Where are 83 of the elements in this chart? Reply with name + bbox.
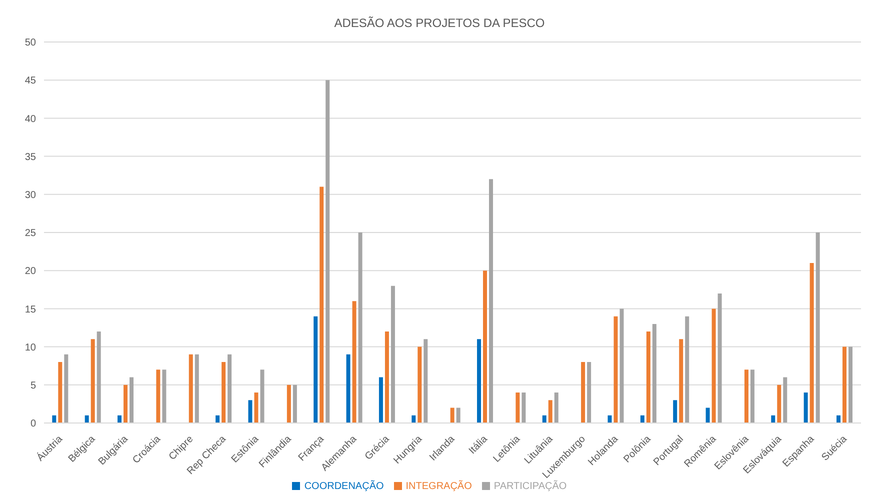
bar [124, 384, 128, 423]
bar [646, 332, 650, 423]
bar [587, 362, 592, 423]
bar [836, 415, 840, 423]
bar [156, 370, 160, 423]
bar [620, 308, 624, 423]
bar [292, 384, 297, 423]
bar [652, 324, 656, 423]
bar [384, 332, 389, 423]
bar [816, 232, 820, 423]
legend-label: PARTICIPAÇÃO [494, 481, 567, 492]
y-tick-label: 50 [24, 38, 36, 49]
y-tick-label: 40 [24, 114, 36, 125]
bar [222, 362, 226, 423]
y-tick-label: 5 [30, 380, 36, 392]
bar [228, 354, 232, 423]
bar [96, 332, 101, 423]
bar [216, 415, 220, 423]
bar [489, 179, 494, 423]
bar [188, 354, 193, 423]
bar [712, 308, 716, 423]
bar [84, 415, 89, 423]
bar [483, 270, 488, 423]
bar [378, 377, 383, 423]
y-tick-label: 30 [24, 190, 36, 201]
bar [352, 301, 356, 423]
bar [706, 408, 710, 423]
bar [581, 362, 586, 423]
bar [450, 408, 454, 423]
bar [346, 354, 350, 423]
bar [685, 316, 690, 423]
bar [673, 400, 678, 423]
bar [358, 232, 362, 423]
bar [744, 370, 748, 423]
bar [477, 339, 482, 423]
bar [390, 286, 395, 423]
chart-title: ADESÃO AOS PROJETOS DA PESCO [333, 15, 546, 32]
legend-label: COORDENAÇÃO [304, 481, 384, 492]
bar [286, 384, 291, 423]
bar [118, 415, 122, 423]
bar [326, 80, 330, 423]
bar [750, 370, 754, 423]
y-tick-label: 0 [30, 418, 36, 430]
bar [679, 339, 684, 423]
bar [842, 346, 846, 423]
bar [254, 392, 258, 423]
bar [64, 354, 68, 423]
bar [90, 339, 95, 423]
bar [418, 346, 422, 423]
bar [314, 316, 318, 423]
bar [516, 392, 520, 423]
bar [614, 316, 618, 423]
bar [260, 370, 264, 423]
bar [554, 392, 558, 423]
bar [194, 354, 199, 423]
bar [130, 377, 134, 423]
y-tick-label: 10 [24, 342, 36, 354]
bar [810, 262, 814, 423]
bar [52, 415, 56, 423]
y-tick-label: 25 [24, 228, 36, 240]
bar [548, 400, 552, 423]
bar [783, 377, 788, 423]
bar [640, 415, 644, 423]
bar [58, 362, 62, 423]
bar [804, 392, 808, 423]
bar [248, 400, 252, 423]
bar [522, 392, 526, 423]
bar [771, 415, 776, 423]
bar [542, 415, 546, 423]
legend-label: INTEGRAÇÃO [406, 481, 472, 492]
bar [162, 370, 166, 423]
bar [608, 415, 612, 423]
y-tick-label: 45 [24, 76, 36, 87]
bar [456, 408, 460, 423]
bar [424, 339, 428, 423]
bar [718, 293, 722, 423]
bar [412, 415, 416, 423]
bar [777, 384, 782, 423]
y-tick-label: 20 [24, 266, 36, 278]
bar [848, 346, 852, 423]
y-tick-label: 35 [24, 152, 36, 163]
bar [320, 186, 324, 423]
y-tick-label: 15 [24, 304, 36, 316]
